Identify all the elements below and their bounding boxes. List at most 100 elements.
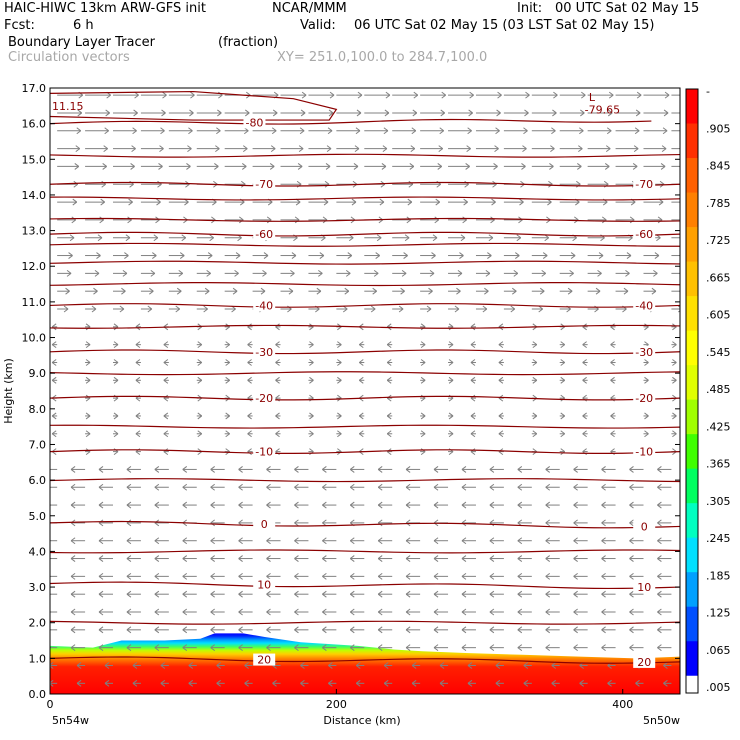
vector-arrow [610,341,616,349]
vector-arrow [85,394,91,402]
vector-arrow [582,341,588,349]
vector-arrow [85,269,100,277]
vector-arrow [629,501,644,509]
y-tick-label: 15.0 [22,153,47,166]
vector-arrow [610,412,616,420]
vector-arrow [280,252,297,259]
vector-arrow [470,376,476,384]
y-tick-label: 12.0 [22,260,47,273]
vector-arrow [531,359,538,366]
vector-arrow [545,501,560,509]
contour-line [50,282,680,287]
contour-line [50,181,680,187]
vector-arrow [266,466,281,473]
vector-arrow [252,127,277,135]
vector-arrow [470,359,476,366]
colorbar: - .905 .845 .785 .725 .665 .605 .545 .485 .425 .36… [685,85,731,694]
vector-arrow [70,519,86,527]
vector-arrow [140,145,164,153]
vector-arrow [559,430,566,438]
vector-arrow [349,537,365,545]
vector-arrow [98,519,113,527]
vector-arrow [322,537,337,545]
vector-arrow [163,412,169,420]
vector-arrow [85,252,101,259]
vector-arrow [615,269,630,277]
vector-arrow [272,679,281,687]
vector-arrow [364,287,377,295]
vector-arrow [475,180,497,188]
vector-arrow [70,590,86,598]
vector-arrow [280,109,306,117]
vector-arrow [433,626,449,634]
vector-arrow [607,679,616,687]
vector-arrow [503,109,529,117]
vector-arrow [154,537,169,545]
vector-arrow [358,430,365,438]
vector-arrow [517,608,532,616]
vector-arrow [57,109,83,117]
vector-arrow [224,323,230,331]
vector-arrow [587,216,607,224]
vector-arrow [328,679,337,687]
vector-arrow [85,341,91,349]
vector-arrow [601,590,616,598]
vector-arrow [448,198,468,206]
vector-arrow [188,662,197,669]
vector-arrow [300,679,309,687]
vector-arrow [188,679,197,687]
vector-arrow [386,341,393,349]
vector-arrow [405,555,421,562]
vector-arrow [182,537,197,545]
vector-arrow [308,287,322,295]
contour-line [50,449,680,454]
vector-arrow [196,163,219,170]
vector-arrow [355,679,365,687]
vector-arrow [643,269,658,277]
field-name: Boundary Layer Tracer [8,35,155,50]
vector-arrow [247,359,253,366]
colorbar-label: - [706,85,710,98]
vector-arrow [224,109,250,117]
vector-arrow [573,537,588,545]
vector-arrow [377,537,393,545]
vector-arrow [503,91,530,99]
colorbar-swatch [686,296,698,332]
vector-arrow [126,572,141,580]
vector-arrow [266,608,281,616]
y-tick-label: 8.0 [29,403,47,416]
vector-arrow [210,466,225,473]
vector-arrow [280,145,304,153]
vector-arrow [163,448,169,456]
vector-arrow [140,269,156,277]
contour-label-bg [253,299,276,312]
vector-arrow [308,430,314,438]
vector-arrow [70,626,86,634]
vector-arrow [98,466,113,473]
vector-arrow [383,679,393,687]
vector-arrow [503,163,526,170]
vector-arrow [405,626,421,634]
vector-arrow [126,519,141,527]
vector-arrow [671,323,677,331]
vector-arrow [113,269,128,277]
vector-arrow [238,466,253,473]
x-tick-label: 400 [612,698,633,711]
vector-arrow [160,662,169,669]
vector-arrow [76,662,86,669]
vector-arrow [294,466,309,473]
vector-arrow [489,608,504,616]
vector-arrow [498,323,504,331]
vector-arrow [475,91,502,99]
vector-arrow [140,91,167,99]
vector-arrow [252,269,267,277]
vector-arrow [308,412,314,420]
vector-arrow [196,341,203,349]
vector-arrow [448,376,454,384]
vector-arrow [587,145,611,153]
vector-arrow [545,519,560,527]
colorbar-label: .065 [706,644,731,657]
contour-label: 20 [637,656,651,669]
contour-line [50,349,680,355]
